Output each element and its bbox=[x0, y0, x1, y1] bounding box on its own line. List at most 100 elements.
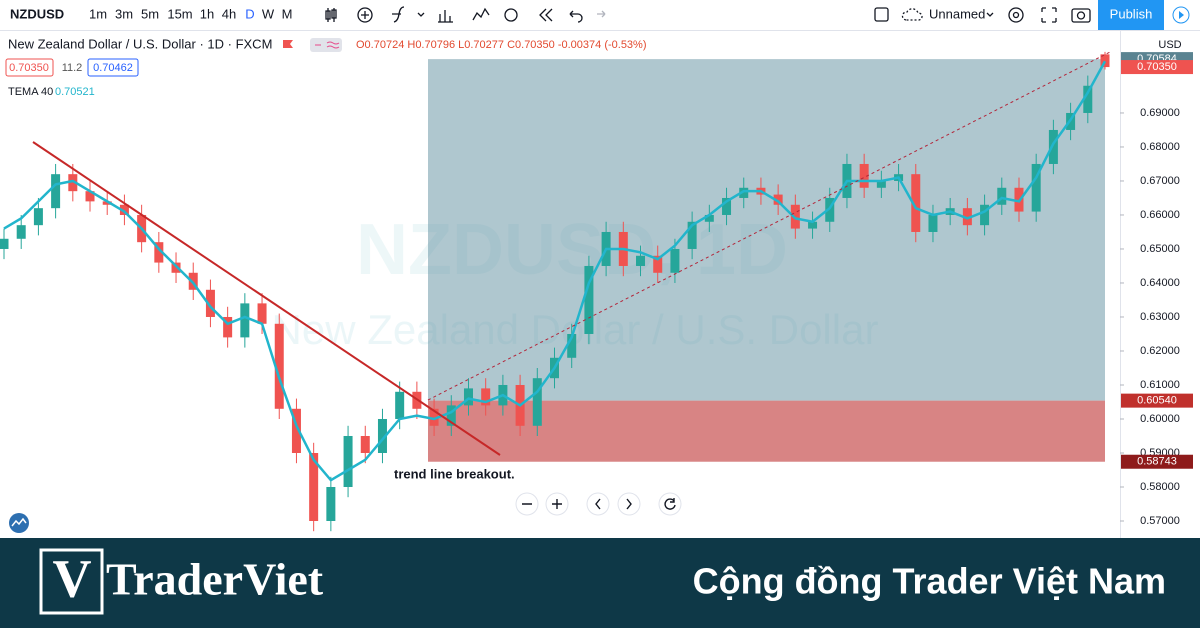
scroll-left[interactable] bbox=[586, 492, 610, 516]
publish-button[interactable] bbox=[1098, 0, 1164, 30]
zoom-glyphs bbox=[522, 498, 676, 510]
bars-icon[interactable] bbox=[438, 10, 453, 23]
candle-body bbox=[722, 197, 732, 215]
flag-icon[interactable] bbox=[283, 40, 293, 48]
currency[interactable]: USD bbox=[1158, 39, 1181, 51]
logo-letter: V bbox=[53, 548, 92, 608]
candle-body bbox=[429, 408, 439, 426]
y-tick-label: 0.67000 bbox=[1140, 175, 1180, 187]
candle-body bbox=[980, 204, 990, 226]
footer bbox=[0, 538, 1200, 628]
candle-body bbox=[377, 418, 387, 453]
fullscreen-icon[interactable] bbox=[1041, 7, 1057, 23]
settings-icon[interactable] bbox=[1008, 7, 1024, 23]
candle-body bbox=[326, 486, 336, 521]
candle-body bbox=[911, 174, 921, 232]
indicator-name: TEMA 40 bbox=[8, 86, 53, 98]
candle-body bbox=[257, 303, 267, 324]
fx-icon[interactable] bbox=[392, 6, 405, 23]
ask[interactable]: 0.70462 bbox=[93, 62, 133, 74]
interval[interactable]: 4h bbox=[222, 6, 236, 21]
price-label: 0.60540 bbox=[1137, 395, 1177, 407]
zoom-controls bbox=[515, 492, 682, 516]
layout-dropdown[interactable] bbox=[986, 12, 994, 17]
candle-body bbox=[309, 452, 319, 521]
y-tick-label: 0.69000 bbox=[1140, 107, 1180, 119]
candle-body bbox=[636, 255, 646, 266]
play-button[interactable] bbox=[1172, 6, 1190, 24]
candle-body bbox=[1083, 85, 1093, 113]
legend-toggle[interactable] bbox=[310, 38, 342, 52]
stop-zone[interactable] bbox=[428, 400, 1105, 462]
alert-icon[interactable] bbox=[504, 8, 518, 22]
interval[interactable]: 1m bbox=[89, 6, 107, 21]
interval[interactable]: M bbox=[282, 6, 293, 21]
undo-icon[interactable] bbox=[569, 10, 583, 23]
candle-body bbox=[481, 388, 491, 406]
indicator-value: 0.70521 bbox=[55, 86, 95, 98]
candle-body bbox=[51, 174, 61, 209]
price-label-box bbox=[1121, 454, 1193, 469]
price-label: 0.70350 bbox=[1137, 61, 1177, 73]
zoom-icons bbox=[522, 498, 676, 510]
candle-body bbox=[102, 201, 112, 205]
symbol[interactable]: NZDUSD bbox=[10, 6, 64, 21]
snapshot-icon[interactable] bbox=[1071, 8, 1091, 23]
layout-name[interactable]: Unnamed bbox=[929, 6, 985, 21]
scroll-right[interactable] bbox=[617, 492, 641, 516]
select-icon[interactable] bbox=[874, 7, 889, 22]
candle-body bbox=[0, 238, 9, 249]
interval[interactable]: W bbox=[262, 6, 275, 21]
candle-body bbox=[291, 408, 301, 453]
candle-body bbox=[1100, 54, 1110, 68]
settings-center bbox=[1012, 11, 1020, 19]
y-tick-label: 0.57000 bbox=[1140, 515, 1180, 527]
tagline: Cộng đồng Trader Việt Nam bbox=[693, 561, 1166, 602]
candle-body bbox=[532, 378, 542, 426]
interval[interactable]: 5m bbox=[141, 6, 159, 21]
bid[interactable]: 0.70350 bbox=[9, 62, 49, 74]
bid-box[interactable] bbox=[5, 58, 54, 77]
y-tick-label: 0.64000 bbox=[1140, 277, 1180, 289]
candle-body bbox=[223, 316, 233, 338]
reset[interactable] bbox=[658, 492, 682, 516]
publish-label[interactable]: Publish bbox=[1110, 6, 1153, 21]
candle-body bbox=[205, 289, 215, 317]
candle-body bbox=[395, 391, 405, 419]
trend-line[interactable] bbox=[32, 141, 501, 456]
interval[interactable]: 1h bbox=[200, 6, 214, 21]
target-zone[interactable] bbox=[428, 59, 1105, 401]
candle-body bbox=[119, 204, 129, 215]
price-label-box bbox=[1121, 393, 1193, 408]
plot: 0.570000.580000.590000.600000.610000.620… bbox=[0, 30, 1193, 538]
y-tick-label: 0.66000 bbox=[1140, 209, 1180, 221]
chart-type-icon[interactable] bbox=[325, 8, 337, 22]
ask-box[interactable] bbox=[87, 58, 139, 77]
candle-body bbox=[68, 174, 78, 192]
annotation: trend line breakout. bbox=[394, 466, 515, 481]
candle-body bbox=[670, 248, 680, 273]
legend-title: New Zealand Dollar / U.S. Dollar · 1D · … bbox=[8, 36, 272, 51]
interval[interactable]: 15m bbox=[167, 6, 192, 21]
candle-body bbox=[962, 208, 972, 226]
candle-body bbox=[825, 197, 835, 222]
candle-body bbox=[859, 163, 869, 188]
y-tick-label: 0.68000 bbox=[1140, 141, 1180, 153]
candle-body bbox=[739, 187, 749, 198]
interval[interactable]: D bbox=[245, 6, 254, 21]
dropdown[interactable] bbox=[417, 12, 425, 17]
add-icon[interactable] bbox=[357, 7, 373, 23]
y-tick-label: 0.61000 bbox=[1140, 379, 1180, 391]
interval[interactable]: 3m bbox=[115, 6, 133, 21]
redo-icon[interactable] bbox=[597, 10, 606, 18]
candle-body bbox=[33, 208, 43, 226]
candle-body bbox=[808, 221, 818, 229]
candle-body bbox=[773, 194, 783, 205]
replay-icon[interactable] bbox=[539, 8, 553, 22]
spread: 11.2 bbox=[62, 62, 83, 74]
cloud-icon[interactable] bbox=[901, 8, 923, 21]
lens bbox=[1076, 11, 1086, 20]
indicator-icon[interactable] bbox=[472, 7, 490, 21]
candle-body bbox=[687, 221, 697, 249]
